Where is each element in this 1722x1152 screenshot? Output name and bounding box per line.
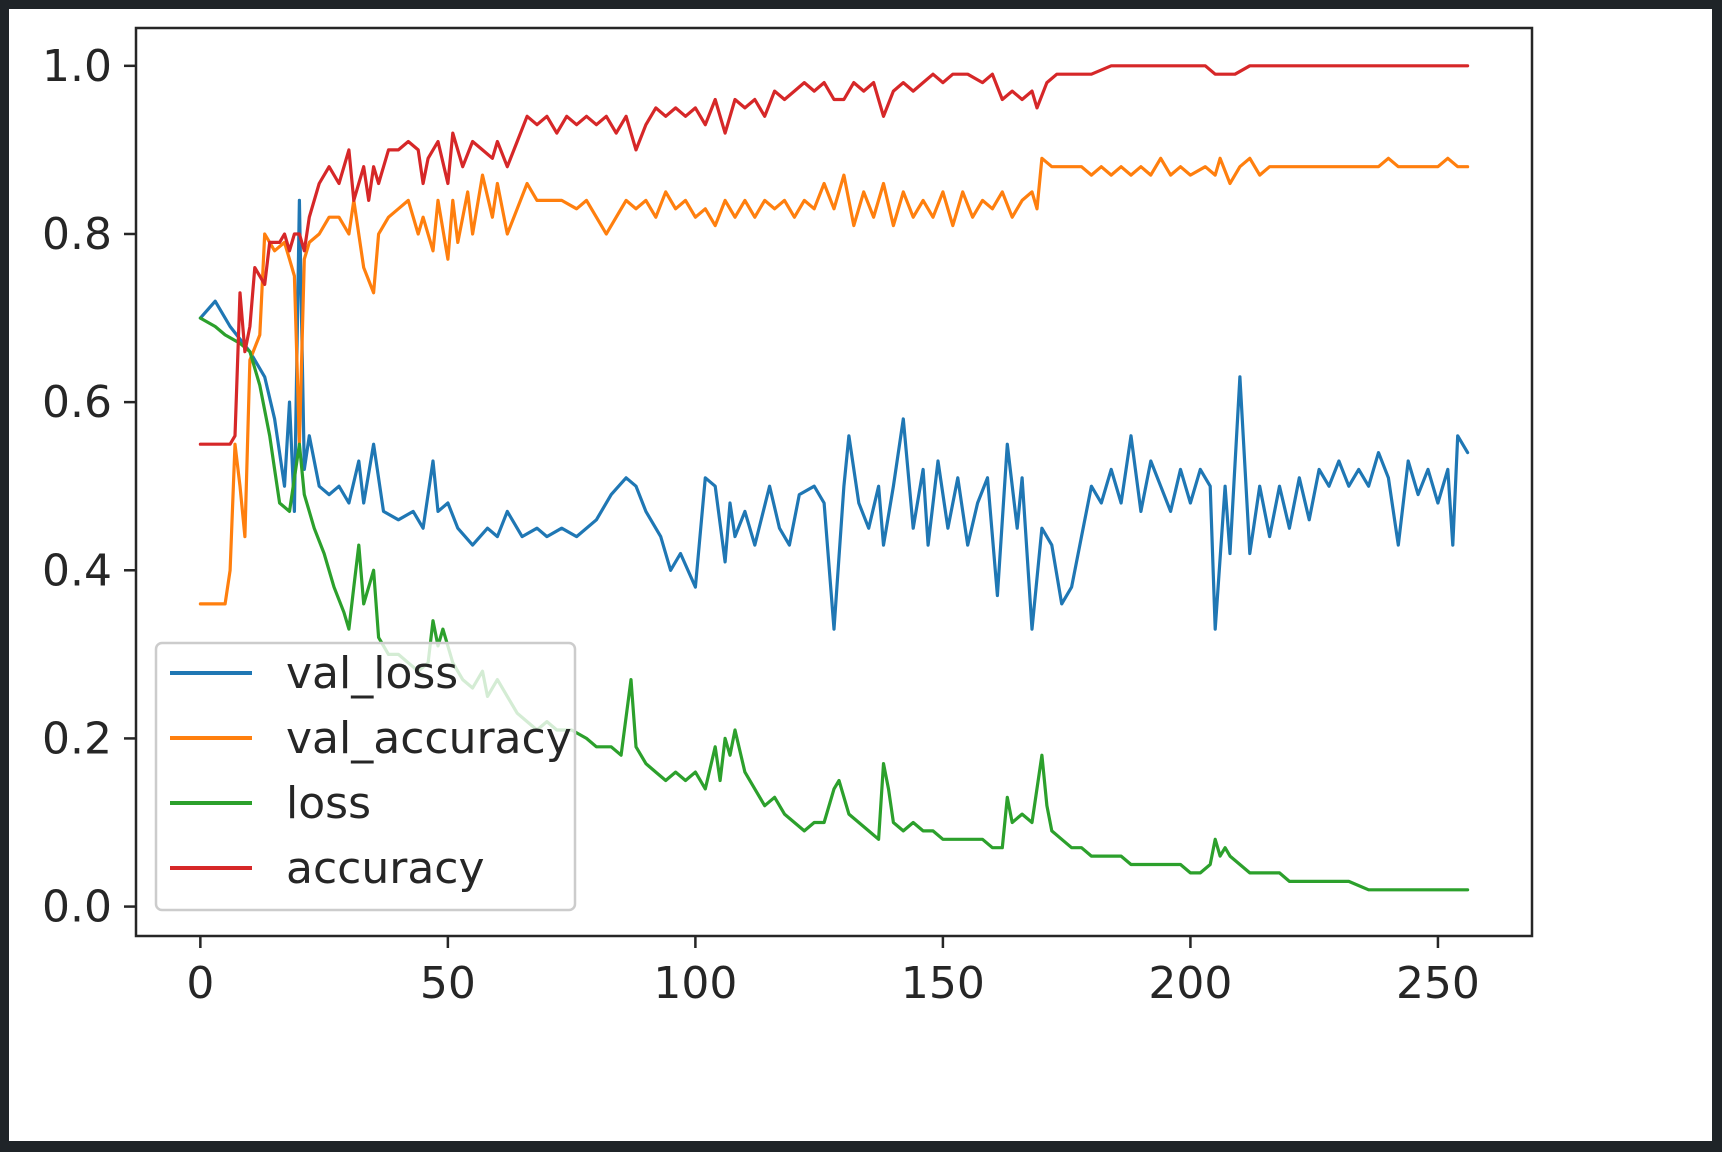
series-line-loss <box>198 316 1470 892</box>
y-tick-label: 0.6 <box>42 377 112 428</box>
legend-label-val-loss: val_loss <box>286 648 458 699</box>
y-tick-label: 0.8 <box>42 209 112 260</box>
x-tick-label: 200 <box>1148 958 1232 1009</box>
x-tick-label: 250 <box>1396 958 1480 1009</box>
series-line-val-accuracy <box>198 156 1470 606</box>
series-line-val-loss <box>198 198 1470 631</box>
x-tick-label: 150 <box>901 958 985 1009</box>
legend-label-val-accuracy: val_accuracy <box>286 713 572 764</box>
legend-label-loss: loss <box>286 778 371 829</box>
y-tick-label: 0.4 <box>42 545 112 596</box>
plot-lines <box>198 64 1470 892</box>
line-chart: 0 50 100 150 200 250 0.0 0.2 0.4 0.6 0.8 1.0 val_l… <box>42 26 1534 1009</box>
y-tick-label: 1.0 <box>42 41 112 92</box>
legend-label-accuracy: accuracy <box>286 843 485 894</box>
y-axis: 0.0 0.2 0.4 0.6 0.8 1.0 <box>42 41 136 933</box>
y-tick-label: 0.0 <box>42 882 112 933</box>
x-tick-label: 0 <box>186 958 214 1009</box>
axes-frame <box>134 26 1534 938</box>
series-line-accuracy <box>198 64 1470 446</box>
legend-box <box>154 641 577 912</box>
y-tick-label: 0.2 <box>42 713 112 764</box>
x-axis: 0 50 100 150 200 250 <box>186 936 1480 1009</box>
x-tick-label: 100 <box>653 958 737 1009</box>
chart-figure: 0 50 100 150 200 250 0.0 0.2 0.4 0.6 0.8 1.0 val_l… <box>9 9 1712 1141</box>
x-tick-label: 50 <box>420 958 476 1009</box>
